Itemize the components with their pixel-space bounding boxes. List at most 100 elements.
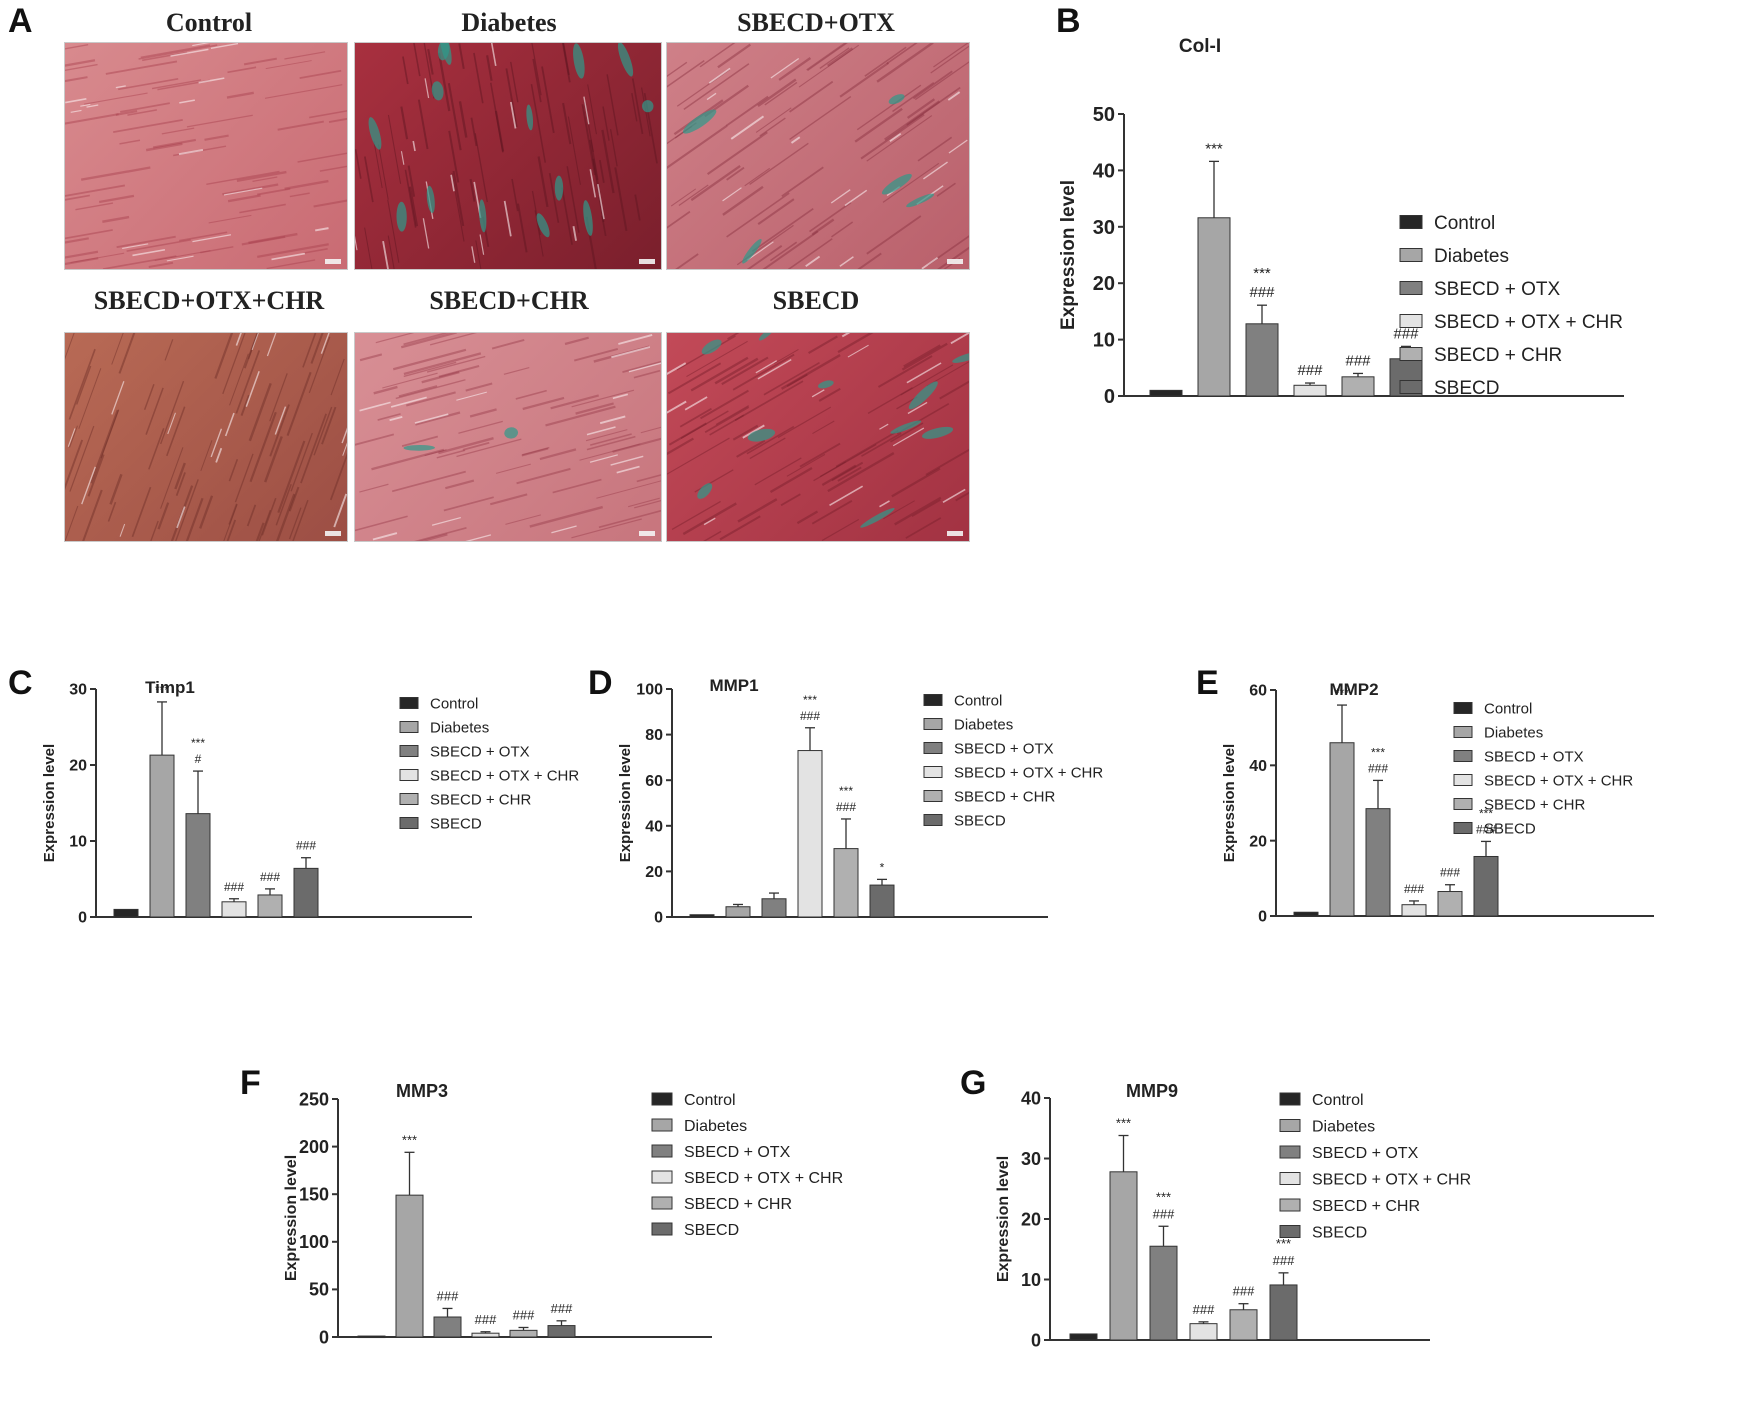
muscle-fiber — [667, 362, 722, 395]
muscle-fiber — [579, 443, 641, 461]
histology-image-control — [64, 42, 348, 270]
tissue-gap — [889, 132, 902, 142]
muscle-fiber — [275, 493, 296, 541]
legend-swatch — [399, 817, 419, 829]
muscle-fiber — [835, 429, 899, 468]
muscle-fiber — [906, 86, 961, 126]
muscle-fiber — [491, 338, 525, 350]
legend-swatch — [1453, 774, 1473, 786]
legend-label: Diabetes — [1434, 246, 1509, 267]
bar — [113, 908, 139, 918]
muscle-fiber — [757, 198, 795, 226]
legend-swatch — [399, 793, 419, 805]
significance-marker: *** — [1205, 140, 1223, 157]
legend-label: Control — [684, 1092, 736, 1109]
muscle-fiber — [248, 232, 298, 244]
significance-marker: ### — [1249, 284, 1275, 301]
muscle-fiber — [686, 340, 748, 378]
muscle-fiber — [359, 483, 389, 493]
muscle-fiber — [780, 354, 841, 390]
y-tick-label: 60 — [645, 773, 663, 790]
legend-swatch — [923, 742, 943, 754]
muscle-fiber — [704, 406, 750, 434]
muscle-fiber — [69, 425, 95, 492]
muscle-fiber — [807, 43, 848, 71]
y-axis-label: Expression level — [283, 1155, 300, 1281]
muscle-fiber — [821, 464, 857, 486]
muscle-fiber — [901, 342, 948, 371]
muscle-fiber — [564, 336, 589, 346]
legend-label: Diabetes — [1312, 1118, 1375, 1135]
muscle-fiber — [530, 83, 547, 163]
bar — [257, 894, 283, 918]
bar — [1269, 1284, 1298, 1341]
tissue-gap — [210, 43, 239, 49]
muscle-fiber — [400, 333, 457, 349]
muscle-fiber — [113, 118, 183, 133]
tissue-gap — [839, 256, 854, 267]
legend-swatch — [651, 1144, 673, 1158]
legend-label: Control — [954, 692, 1002, 709]
tissue-gap — [923, 161, 948, 180]
scale-bar — [325, 259, 341, 264]
tissue-gap — [757, 359, 792, 380]
muscle-fiber — [407, 165, 416, 197]
muscle-fiber — [328, 117, 347, 123]
muscle-fiber — [505, 514, 542, 525]
muscle-fiber — [744, 167, 770, 187]
tissue-gap — [170, 48, 209, 57]
tissue-gap — [341, 427, 347, 444]
muscle-fiber — [143, 384, 155, 410]
muscle-fiber — [734, 380, 804, 422]
muscle-fiber — [746, 425, 795, 455]
muscle-fiber — [226, 519, 237, 541]
bar — [221, 901, 247, 918]
muscle-fiber — [532, 58, 542, 103]
significance-marker: *** — [1276, 1236, 1291, 1251]
muscle-fiber — [860, 113, 925, 160]
tissue-gap — [111, 381, 125, 415]
muscle-fiber — [627, 497, 660, 508]
y-tick-label: 50 — [1093, 104, 1115, 126]
muscle-fiber — [87, 454, 105, 497]
chart-b-col-i: Col-I Expression level 0 10 20 30 40 50 *** *** ##… — [1060, 36, 1624, 408]
muscle-fiber — [248, 382, 272, 442]
y-tick-label: 40 — [1093, 160, 1115, 182]
histology-image-sbecd-otx-chr — [64, 332, 348, 542]
muscle-fiber — [955, 491, 969, 502]
muscle-fiber — [900, 364, 954, 396]
histology-texture — [65, 43, 347, 269]
histology-image-sbecd-chr — [354, 332, 662, 542]
collagen-deposit — [642, 100, 654, 113]
muscle-fiber — [473, 52, 484, 104]
muscle-fiber — [451, 172, 465, 242]
y-tick-label: 250 — [299, 1089, 329, 1109]
muscle-fiber — [925, 448, 969, 476]
muscle-fiber — [796, 510, 819, 525]
collagen-deposit — [526, 104, 534, 131]
muscle-fiber — [474, 133, 488, 203]
muscle-fiber — [780, 493, 801, 507]
muscle-fiber — [329, 452, 347, 501]
tissue-gap — [414, 413, 449, 424]
tissue-gap — [122, 243, 149, 249]
tissue-gap — [70, 109, 82, 113]
muscle-fiber — [313, 199, 347, 208]
legend-label: SBECD + OTX — [684, 1144, 791, 1161]
significance-marker: ### — [1297, 362, 1323, 379]
tissue-gap — [616, 465, 640, 474]
y-tick-label: 20 — [645, 864, 663, 881]
muscle-fiber — [573, 347, 619, 362]
bar — [1473, 855, 1499, 917]
legend-swatch — [1399, 380, 1423, 394]
y-tick-label: 40 — [1021, 1088, 1041, 1108]
muscle-fiber — [223, 504, 238, 541]
muscle-fiber — [65, 63, 98, 71]
muscle-fiber — [297, 152, 347, 163]
significance-marker: * — [880, 860, 885, 874]
tissue-gap — [706, 92, 717, 101]
muscle-fiber — [418, 533, 448, 541]
muscle-fiber — [402, 56, 409, 85]
muscle-fiber — [240, 394, 250, 416]
